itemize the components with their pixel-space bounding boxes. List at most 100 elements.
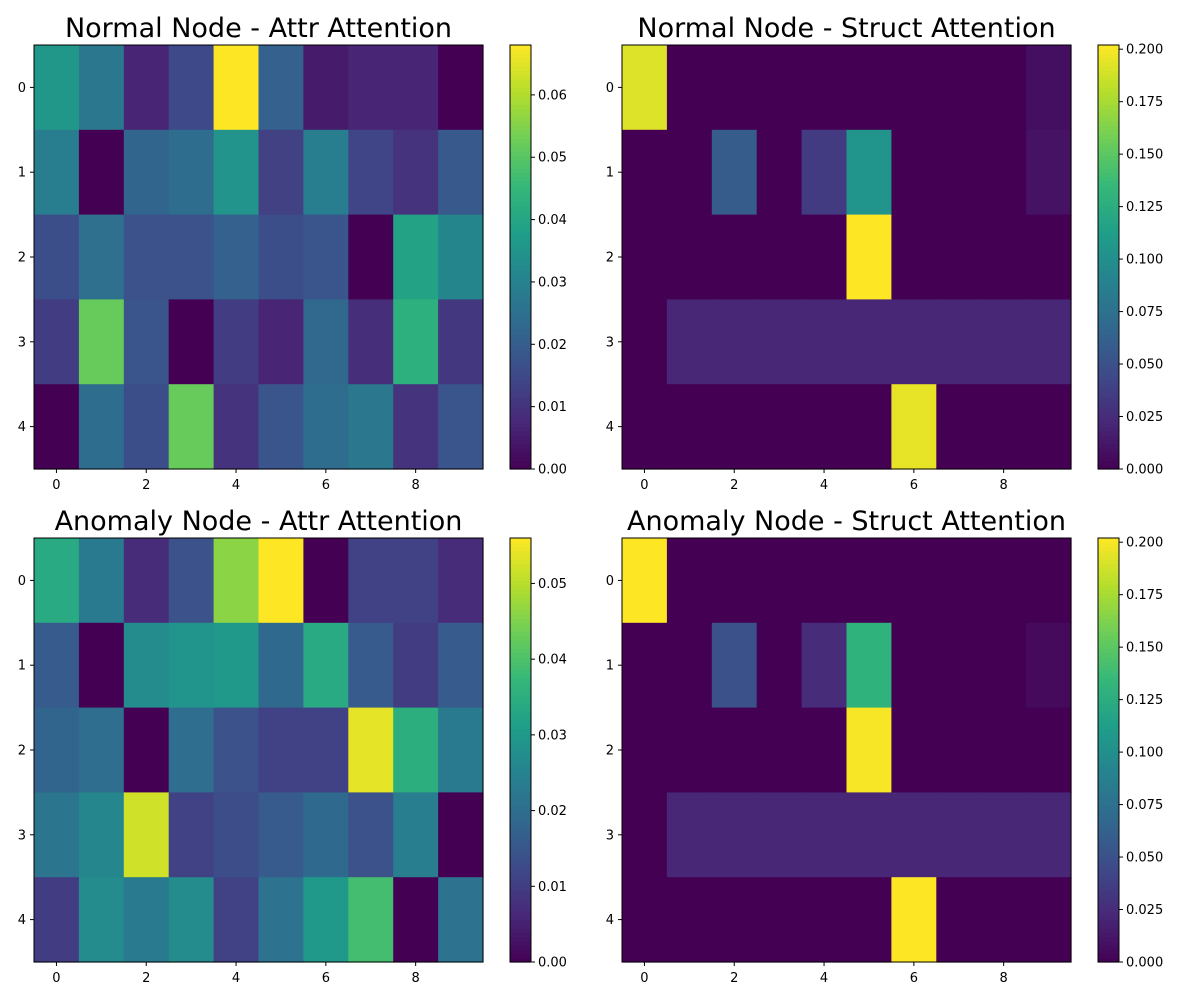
x-tick-label: 6	[322, 971, 330, 986]
heatmap-cell	[213, 707, 260, 793]
colorbar-segment	[1098, 618, 1119, 624]
heatmap-cell	[303, 214, 349, 300]
colorbar-segment	[1098, 95, 1119, 101]
colorbar-segment	[510, 184, 531, 190]
colorbar-segment	[1098, 563, 1119, 569]
heatmap-cell	[622, 299, 668, 385]
heatmap-cell	[258, 129, 304, 216]
colorbar-segment	[510, 155, 531, 161]
colorbar-segment	[1098, 711, 1119, 717]
heatmap-cell	[348, 45, 394, 131]
heatmap-cell	[801, 45, 848, 131]
colorbar-segment	[1098, 396, 1119, 402]
colorbar-tick-label: 0.05	[538, 151, 567, 166]
heatmap-cell	[891, 384, 937, 470]
heatmap-cell	[258, 707, 304, 793]
heatmap-cell	[393, 129, 439, 216]
colorbar-segment	[1098, 851, 1119, 857]
colorbar-segment	[510, 839, 531, 844]
heatmap-cell	[622, 129, 668, 216]
colorbar-segment	[510, 690, 531, 696]
heatmap-cell	[438, 299, 484, 385]
colorbar-segment	[510, 783, 531, 789]
colorbar-segment	[1098, 754, 1119, 760]
colorbar-segment	[1098, 762, 1119, 768]
colorbar-segment	[1098, 295, 1119, 300]
y-tick-label: 4	[606, 913, 614, 928]
colorbar-segment	[1098, 949, 1119, 955]
heatmap-cell	[846, 214, 892, 300]
colorbar-segment	[510, 100, 531, 105]
colorbar-segment	[510, 78, 531, 84]
heatmap-cell	[711, 538, 758, 624]
colorbar-segment	[510, 282, 531, 288]
heatmap-cell	[393, 45, 439, 131]
heatmap-cell	[1026, 622, 1072, 709]
colorbar-segment	[1098, 733, 1119, 738]
heatmap-cell	[846, 45, 892, 131]
heatmap-cell	[891, 792, 937, 878]
colorbar-segment	[510, 758, 531, 764]
colorbar-segment	[1098, 66, 1119, 72]
heatmap-cell	[981, 622, 1027, 709]
colorbar-tick-label: 0.04	[538, 213, 567, 228]
colorbar-segment	[1098, 45, 1119, 50]
heatmap-cell	[666, 45, 713, 131]
colorbar-segment	[510, 872, 531, 878]
colorbar-segment	[510, 363, 531, 368]
heatmap-cell	[348, 792, 394, 878]
heatmap-cell	[34, 877, 80, 963]
colorbar-segment	[510, 563, 531, 569]
colorbar-segment	[1098, 860, 1119, 866]
colorbar: 0.000 0.025 0.050 0.075 0.100 0.125 0.150 0.175…	[1097, 43, 1163, 478]
colorbar: 0.000 0.025 0.050 0.075 0.100 0.125 0.150 0.175…	[1097, 536, 1163, 971]
heatmap-cell	[1026, 299, 1072, 385]
colorbar-segment	[510, 762, 531, 768]
colorbar-segment	[1098, 627, 1119, 632]
heatmap-cell	[78, 214, 125, 300]
heatmap-cell	[801, 707, 848, 793]
colorbar-segment	[510, 269, 531, 275]
heatmap-cell	[936, 214, 982, 300]
colorbar-segment	[510, 601, 531, 607]
colorbar-segment	[1098, 87, 1119, 93]
colorbar-segment	[510, 324, 531, 330]
colorbar-segment	[510, 214, 531, 220]
colorbar-segment	[510, 902, 531, 908]
heatmap-cell	[78, 538, 125, 624]
panel-anomaly-attr: Anomaly Node - Attr Attention 0 2 4 6 8 0 1 2 3 4…	[0, 493, 600, 993]
colorbar-segment	[510, 779, 531, 785]
colorbar-segment	[1098, 146, 1119, 152]
colorbar-segment	[1098, 134, 1119, 139]
colorbar-segment	[510, 766, 531, 772]
heatmap-cell	[1026, 214, 1072, 300]
colorbar-segment	[1098, 265, 1119, 271]
colorbar-segment	[510, 57, 531, 63]
colorbar-segment	[1098, 881, 1119, 887]
heatmap-cell	[123, 214, 170, 300]
colorbar-tick-label: 0.075	[1126, 798, 1163, 813]
colorbar-segment	[1098, 834, 1119, 840]
colorbar-segment	[1098, 320, 1119, 326]
colorbar-segment	[510, 180, 531, 186]
colorbar-segment	[510, 418, 531, 423]
colorbar-segment	[1098, 384, 1119, 390]
colorbar-segment	[510, 329, 531, 334]
colorbar-segment	[510, 771, 531, 777]
heatmap-cell	[348, 538, 394, 624]
y-tick-label: 0	[606, 81, 614, 96]
colorbar-segment	[1098, 550, 1119, 556]
colorbar-tick-label: 0.025	[1126, 903, 1163, 918]
colorbar-segment	[1098, 413, 1119, 419]
x-tick-label: 4	[820, 478, 828, 493]
colorbar-segment	[1098, 210, 1119, 216]
colorbar-segment	[1098, 792, 1119, 798]
colorbar-segment	[510, 248, 531, 254]
heatmap-cell	[168, 214, 215, 300]
colorbar-segment	[1098, 745, 1119, 751]
colorbar-segment	[1098, 911, 1119, 916]
colorbar-segment	[1098, 737, 1119, 743]
colorbar-segment	[1098, 346, 1119, 351]
colorbar-segment	[510, 571, 531, 577]
colorbar-segment	[510, 413, 531, 419]
